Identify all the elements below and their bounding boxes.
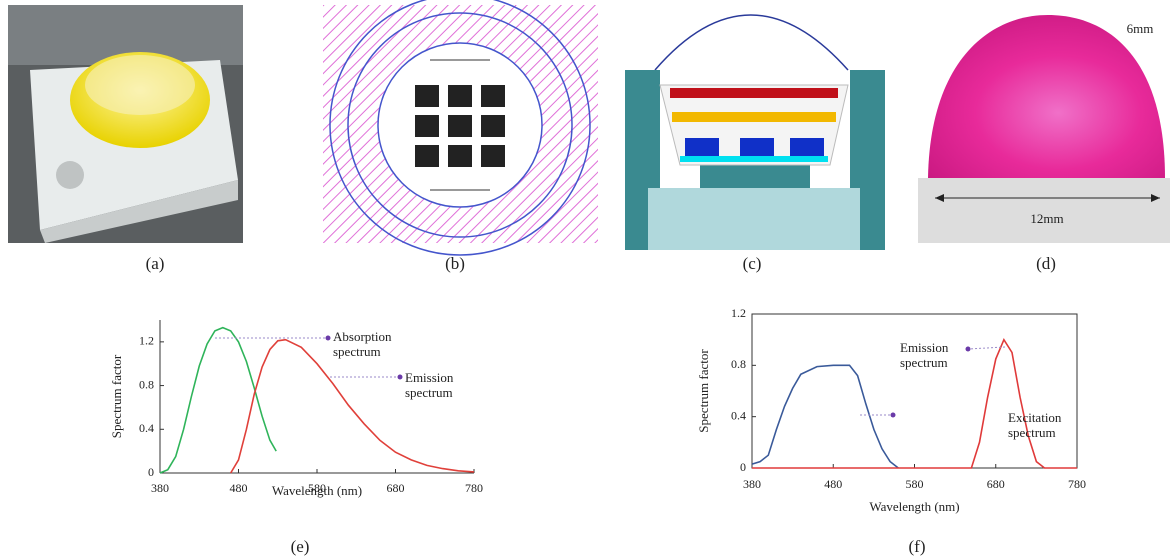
x-axis-label: Wavelength (nm) — [869, 499, 959, 514]
x-tick-label: 580 — [906, 477, 924, 491]
panel-label: (c) — [743, 254, 762, 273]
series-annotation: Emission spectrum — [405, 370, 485, 400]
y-tick-label: 1.2 — [731, 306, 746, 320]
y-tick-label: 0.8 — [139, 377, 154, 391]
spectrum-line — [160, 328, 276, 473]
section-c — [625, 15, 885, 250]
panel-label: (b) — [445, 254, 465, 273]
y-axis-label: Spectrum factor — [109, 354, 124, 438]
panel-label: (a) — [146, 254, 165, 273]
dimension-label: 6mm — [1127, 21, 1154, 36]
layout-b — [323, 0, 598, 255]
x-tick-label: 780 — [465, 481, 483, 495]
series-annotation: Emission spectrum — [900, 340, 980, 370]
figure-canvas: (a) (b) (c) (d) (e) (f) 6mm 12mm 0 0.4 0.8 1.2 380 48… — [0, 0, 1175, 558]
y-tick-label: 0 — [148, 465, 154, 479]
leader-dot — [398, 375, 403, 380]
leader-dot — [326, 336, 331, 341]
photo-a — [8, 5, 243, 243]
plot-frame — [752, 314, 1077, 468]
x-tick-label: 380 — [151, 481, 169, 495]
y-tick-label: 0.4 — [139, 421, 154, 435]
spectrum-line — [752, 365, 898, 468]
y-tick-label: 0.4 — [731, 408, 746, 422]
dimension-label: 12mm — [1030, 211, 1063, 226]
y-tick-label: 0 — [740, 460, 746, 474]
spectrum-line — [231, 340, 474, 473]
x-tick-label: 380 — [743, 477, 761, 491]
series-annotation: Excitation spectrum — [1008, 410, 1088, 440]
x-tick-label: 680 — [387, 481, 405, 495]
x-tick-label: 480 — [824, 477, 842, 491]
x-tick-label: 480 — [230, 481, 248, 495]
y-tick-label: 1.2 — [139, 334, 154, 348]
lens-d — [918, 15, 1170, 243]
panel-label: (d) — [1036, 254, 1056, 273]
panel-label: (e) — [291, 537, 310, 556]
x-tick-label: 780 — [1068, 477, 1086, 491]
x-axis-label: Wavelength (nm) — [272, 483, 362, 498]
panel-label: (f) — [909, 537, 926, 556]
x-tick-label: 680 — [987, 477, 1005, 491]
leader-dot — [891, 413, 896, 418]
y-axis-label: Spectrum factor — [696, 349, 711, 433]
figure: (a) (b) (c) (d) (e) (f) 6mm 12mm 0 0.4 0.8 1.2 380 48… — [0, 0, 1175, 558]
y-tick-label: 0.8 — [731, 357, 746, 371]
series-annotation: Absorption spectrum — [333, 329, 413, 359]
